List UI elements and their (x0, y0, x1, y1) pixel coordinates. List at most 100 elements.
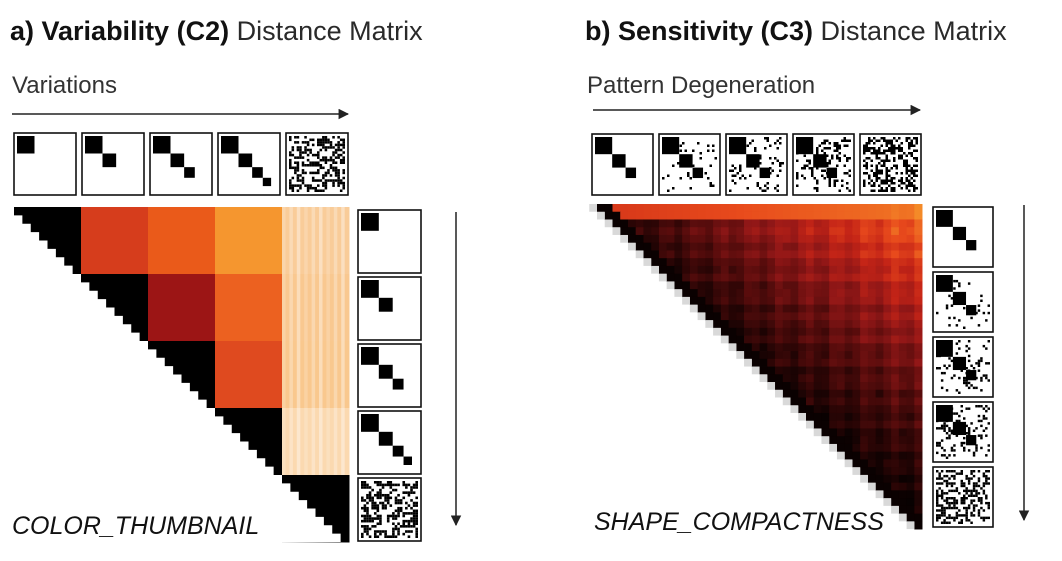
row-thumbnail (357, 410, 422, 475)
matrix-cell (697, 296, 706, 306)
matrix-cell (860, 227, 869, 236)
matrix-cell (775, 227, 784, 236)
matrix-cell (782, 211, 791, 220)
matrix-cell (705, 211, 714, 220)
matrix-cell (643, 242, 652, 251)
matrix-cell (736, 327, 745, 336)
matrix-cell (744, 219, 753, 228)
matrix-cell (728, 234, 737, 244)
matrix-cell (666, 273, 675, 282)
matrix-cell (767, 258, 776, 267)
matrix-cell (836, 397, 846, 406)
matrix-cell (620, 227, 629, 236)
matrix-cell (790, 250, 799, 259)
diagonal-edge (689, 304, 698, 313)
matrix-cell (689, 258, 699, 267)
metric-label: COLOR_THUMBNAIL (12, 512, 260, 540)
matrix-cell (875, 366, 884, 375)
matrix-cell (875, 482, 884, 491)
matrix-cell (836, 420, 846, 429)
matrix-cell (751, 204, 760, 213)
matrix-cell (821, 428, 830, 437)
matrix-cell (821, 258, 830, 267)
matrix-cell (898, 358, 907, 367)
matrix-cell (759, 204, 768, 213)
column-thumbnail (217, 132, 281, 196)
matrix-cell (821, 320, 830, 329)
column-thumbnail (725, 133, 788, 196)
matrix-cell (844, 204, 853, 213)
matrix-cells (597, 204, 923, 530)
matrix-cell (875, 374, 884, 383)
diagonal-edge (782, 397, 791, 406)
matrix-cell (860, 204, 869, 213)
matrix-cell (697, 219, 706, 228)
matrix-cell (891, 397, 900, 406)
matrix-cell (914, 234, 923, 244)
matrix-cell (682, 219, 691, 228)
matrix-cell (829, 412, 838, 422)
matrix-cell (867, 204, 877, 213)
matrix-cell (713, 289, 722, 298)
matrix-cell (728, 265, 737, 275)
matrix-cell (836, 289, 846, 298)
matrix-cell (860, 382, 869, 391)
matrix-cell (898, 327, 907, 336)
matrix-cell (790, 227, 799, 236)
diagonal-edge (658, 273, 667, 282)
matrix-cell (767, 320, 776, 329)
matrix-cell (829, 250, 838, 259)
matrix-cell (775, 335, 784, 344)
matrix-cell (914, 211, 923, 220)
matrix-cell (798, 289, 807, 298)
matrix-cell (736, 234, 745, 244)
matrix-cell (860, 258, 869, 267)
matrix-cell (744, 343, 753, 352)
matrix-cell (798, 405, 807, 414)
diagonal-edge (651, 265, 659, 274)
matrix-cell (775, 258, 784, 267)
matrix-cell (651, 250, 660, 259)
matrix-cell (805, 327, 815, 336)
matrix-cell (844, 289, 853, 298)
matrix-cell (875, 436, 884, 445)
diagonal-edge (589, 204, 597, 212)
matrix-cell (782, 234, 791, 244)
matrix-cell (798, 242, 807, 251)
matrix-cell (867, 312, 877, 321)
matrix-cell (635, 242, 644, 251)
matrix-cell (867, 211, 877, 220)
matrix-cell (689, 281, 699, 290)
matrix-cell (798, 219, 807, 228)
matrix-cell (852, 281, 861, 290)
matrix-cell (914, 420, 923, 429)
matrix-cell (883, 312, 892, 321)
matrix-cell (682, 242, 691, 251)
matrix-cell (720, 211, 729, 220)
matrix-cell (906, 273, 915, 282)
matrix-cell (775, 219, 784, 228)
matrix-cell (898, 265, 907, 275)
matrix-cell (844, 382, 853, 391)
matrix-cell (767, 351, 776, 360)
matrix-cell (906, 513, 915, 522)
matrix-cell (689, 250, 699, 259)
matrix-cell (852, 374, 861, 383)
matrix-cell (627, 219, 637, 228)
matrix-cell (914, 467, 923, 476)
panel-subtitle: Distance Matrix (813, 16, 1007, 46)
matrix-cell (844, 320, 853, 329)
matrix-cell (728, 281, 737, 290)
matrix-cell (813, 343, 822, 352)
diagonal-edge (813, 428, 822, 437)
matrix-cell (860, 358, 869, 367)
diagonal-edge (805, 420, 814, 429)
matrix-cell (844, 374, 853, 383)
matrix-cell (891, 366, 900, 375)
matrix-cell (883, 289, 892, 298)
matrix-cell (836, 250, 846, 259)
diagonal-edge (821, 436, 830, 444)
matrix-cell (713, 219, 722, 228)
matrix-cell (860, 211, 869, 220)
matrix-cell (767, 358, 776, 367)
